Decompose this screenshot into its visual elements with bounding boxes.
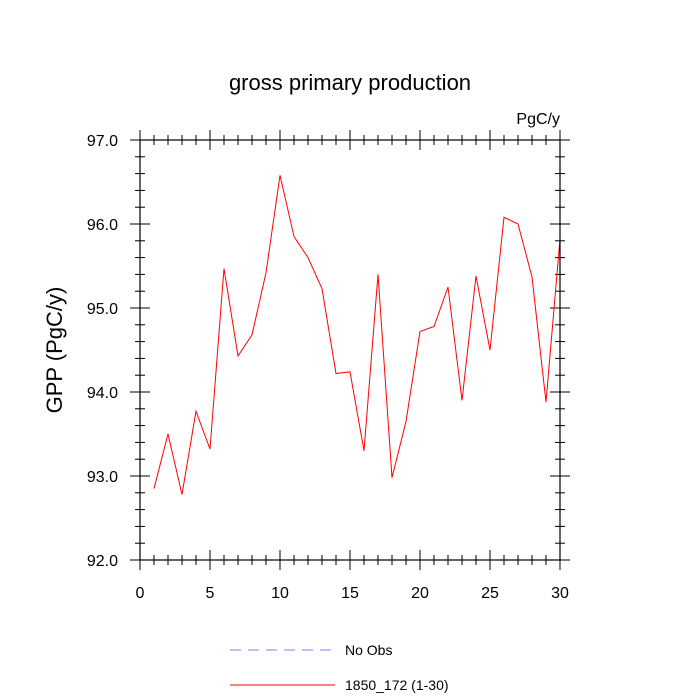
y-tick-label: 96.0 xyxy=(87,217,118,234)
legend: No Obs 1850_172 (1-30) xyxy=(230,642,449,693)
series-line xyxy=(153,175,561,495)
tick-labels: 0 5 10 15 20 25 30 92.0 93.0 94.0 95.0 96.0 97.0 xyxy=(87,133,569,602)
y-axis-label: GPP (PgC/y) xyxy=(42,287,67,414)
x-tick-label: 30 xyxy=(551,585,569,602)
y-tick-label: 92.0 xyxy=(87,553,118,570)
units-label: PgC/y xyxy=(516,111,560,128)
plot-frame xyxy=(139,139,561,561)
x-tick-label: 10 xyxy=(271,585,289,602)
x-tick-label: 15 xyxy=(341,585,359,602)
x-tick-label: 0 xyxy=(136,585,145,602)
legend-label: No Obs xyxy=(345,642,392,658)
y-tick-label: 93.0 xyxy=(87,469,118,486)
series-lines xyxy=(153,175,561,495)
axis-ticks xyxy=(130,130,570,570)
y-tick-label: 97.0 xyxy=(87,133,118,150)
chart-title: gross primary production xyxy=(229,70,471,95)
y-tick-label: 94.0 xyxy=(87,385,118,402)
x-tick-label: 25 xyxy=(481,585,499,602)
legend-label: 1850_172 (1-30) xyxy=(345,677,449,693)
x-tick-label: 5 xyxy=(206,585,215,602)
y-tick-label: 95.0 xyxy=(87,301,118,318)
x-tick-label: 20 xyxy=(411,585,429,602)
